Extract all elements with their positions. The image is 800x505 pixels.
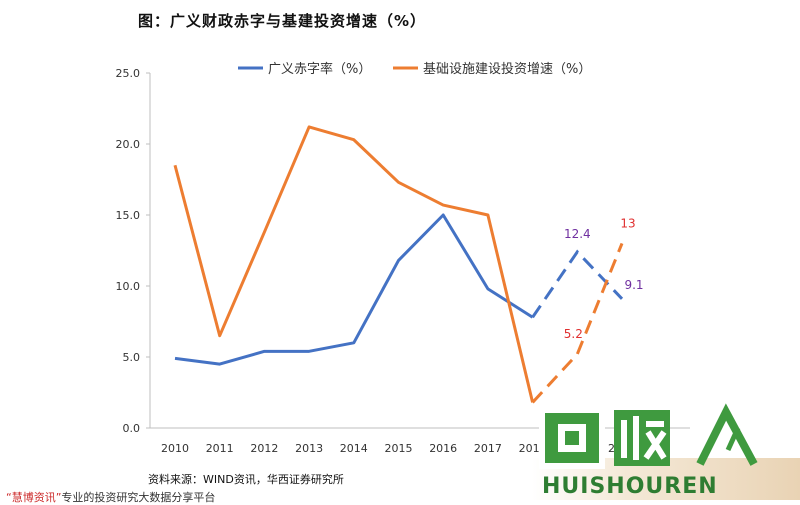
footer-note: “慧博资讯”专业的投资研究大数据分享平台 (6, 489, 215, 505)
source-note: 资料来源：WIND资讯，华西证券研究所 (148, 473, 344, 486)
data-labels: 12.4 9.1 5.2 13 (564, 216, 644, 341)
y-tick-label: 0.0 (123, 422, 141, 435)
series-lines (173, 125, 624, 404)
x-tick-label: 2016 (429, 442, 457, 455)
x-tick-label: 2013 (295, 442, 323, 455)
y-tick-label: 5.0 (123, 351, 141, 364)
y-tick-label: 15.0 (116, 209, 141, 222)
x-tick-label: 2012 (250, 442, 278, 455)
watermark-text-en: HUISHOUREN (542, 474, 718, 499)
data-label: 9.1 (624, 278, 643, 292)
x-tick-label: 2015 (385, 442, 413, 455)
y-tick-label: 25.0 (116, 67, 141, 80)
y-tick-label: 10.0 (116, 280, 141, 293)
series-line-solid (173, 125, 535, 403)
series-line-solid (174, 213, 534, 366)
series-line-dashed (531, 242, 624, 404)
chart-title: 图：广义财政赤字与基建投资增速（%） (138, 12, 427, 30)
legend-label: 广义赤字率（%） (268, 61, 371, 77)
footer-text: 专业的投资研究大数据分享平台 (61, 491, 216, 504)
x-tick-label: 2010 (161, 442, 189, 455)
data-label: 13 (620, 216, 635, 230)
y-tick-label: 20.0 (116, 138, 141, 151)
legend: 广义赤字率（%） 基础设施建设投资增速（%） (238, 61, 591, 77)
data-label: 5.2 (564, 327, 583, 341)
data-label: 12.4 (564, 227, 591, 241)
x-tick-label: 2017 (474, 442, 502, 455)
series-line-dashed (531, 249, 624, 319)
watermark-text: HUISHOUREN (542, 474, 718, 499)
x-tick-label: 2011 (206, 442, 234, 455)
axes: 0.0 5.0 10.0 15.0 20.0 25.0 2010 2011 2012 2013 20… (116, 67, 690, 455)
watermark-logo (532, 403, 800, 500)
x-tick-label: 2014 (340, 442, 368, 455)
footer-brand: “慧博资讯” (6, 491, 62, 504)
legend-label: 基础设施建设投资增速（%） (423, 61, 591, 77)
